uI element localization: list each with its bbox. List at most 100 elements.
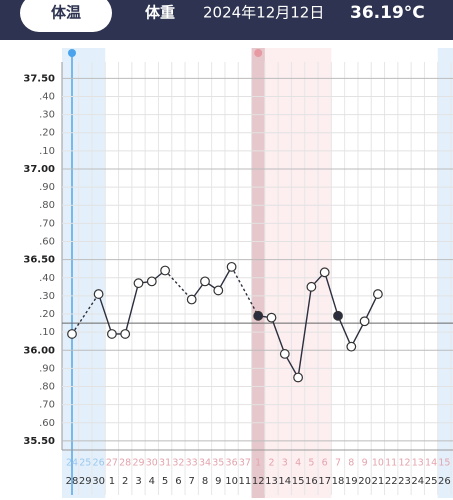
y-tick-label: 36.00 <box>23 345 55 356</box>
cycle-day-label: 34 <box>199 458 211 469</box>
connector <box>363 293 379 322</box>
cycle-day-label: 8 <box>348 458 354 469</box>
cycle-day-label: 26 <box>93 458 105 469</box>
cycle-day-label: 1 <box>255 458 261 469</box>
data-point <box>293 372 304 383</box>
y-tick-label: .70 <box>39 400 55 411</box>
connector <box>97 293 113 335</box>
cycle-day-label: 28 <box>119 458 131 469</box>
x-tick-label: 10 <box>225 476 238 487</box>
data-point <box>359 316 370 327</box>
data-point <box>146 276 157 287</box>
tab-selected[interactable] <box>20 0 112 32</box>
connector <box>270 317 286 355</box>
y-tick-label: 35.50 <box>23 436 55 447</box>
x-tick-label: 19 <box>345 476 358 487</box>
data-point <box>319 267 330 278</box>
cycle-day-label: 9 <box>362 458 368 469</box>
cycle-day-label: 14 <box>425 458 437 469</box>
cycle-day-label: 12 <box>398 458 410 469</box>
data-point <box>226 261 237 272</box>
cycle-day-label: 30 <box>146 458 158 469</box>
x-tick-label: 8 <box>202 476 208 487</box>
x-tick-label: 22 <box>385 476 398 487</box>
x-tick-label: 29 <box>79 476 92 487</box>
data-point <box>346 341 357 352</box>
connector <box>230 266 259 317</box>
y-tick-label: .90 <box>39 363 55 374</box>
temperature: 36.19°C <box>350 3 425 23</box>
data-point <box>160 265 171 276</box>
cycle-day-label: 4 <box>295 458 301 469</box>
connector <box>124 283 140 335</box>
cycle-day-label: 5 <box>308 458 314 469</box>
x-tick-label: 6 <box>175 476 181 487</box>
x-tick-label: 23 <box>398 476 411 487</box>
cycle-day-label: 25 <box>79 458 91 469</box>
y-tick-label: 37.00 <box>23 164 55 175</box>
y-tick-label: .60 <box>39 236 55 247</box>
connector <box>337 315 352 347</box>
next-band <box>437 48 453 498</box>
cycle-day-label: 37 <box>239 458 251 469</box>
data-point <box>133 278 144 289</box>
cycle-day-label: 3 <box>282 458 288 469</box>
y-tick-label: .60 <box>39 418 55 429</box>
data-point <box>213 285 224 296</box>
x-tick-label: 21 <box>372 476 385 487</box>
x-tick-label: 30 <box>92 476 105 487</box>
x-tick-label: 7 <box>189 476 195 487</box>
data-point <box>120 329 131 339</box>
cycle-day-label: 27 <box>106 458 118 469</box>
data-point <box>253 310 264 321</box>
x-tick-label: 5 <box>162 476 168 487</box>
x-tick-label: 9 <box>215 476 221 487</box>
follicular-band <box>62 48 106 498</box>
data-point <box>333 310 343 321</box>
cycle-day-label: 10 <box>372 458 384 469</box>
x-tick-label: 3 <box>135 476 141 487</box>
x-tick-label: 12 <box>252 476 265 487</box>
x-tick-label: 24 <box>411 476 424 487</box>
x-tick-label: 15 <box>292 476 305 487</box>
x-tick-label: 4 <box>149 476 155 487</box>
x-tick-label: 13 <box>265 476 278 487</box>
data-point <box>186 294 197 305</box>
cycle-day-label: 24 <box>66 458 78 469</box>
y-tick-label: .40 <box>39 273 55 284</box>
y-tick-label: .80 <box>39 200 55 211</box>
tab[interactable]: 体重 <box>145 4 175 22</box>
x-tick-label: 1 <box>109 476 115 487</box>
cycle-day-label: 33 <box>186 458 198 469</box>
data-point <box>306 281 317 292</box>
tab[interactable]: 体温 <box>51 4 81 22</box>
backgrounds <box>61 48 453 498</box>
cycle-day-label: 35 <box>212 458 224 469</box>
x-tick-label: 20 <box>358 476 371 487</box>
cycle-day-label: 32 <box>172 458 184 469</box>
data-point <box>93 289 104 299</box>
y-tick-label: .80 <box>39 382 55 393</box>
cycle-day-label: 7 <box>335 458 341 469</box>
cycle-day-label: 36 <box>226 458 238 469</box>
connector <box>324 272 339 317</box>
y-tick-label: 36.50 <box>23 255 55 266</box>
cycle-day-label: 6 <box>322 458 328 469</box>
y-tick-label: .10 <box>39 146 55 157</box>
cycle-day-label: 29 <box>132 458 144 469</box>
data-point <box>373 289 383 299</box>
y-tick-label: .20 <box>39 128 55 139</box>
data-point <box>266 312 277 323</box>
x-tick-label: 14 <box>278 476 291 487</box>
cycle-day-label: 13 <box>412 458 424 469</box>
x-tick-label: 11 <box>239 476 252 487</box>
plot: 37.50 .40 .30 .20 .10 37.00 .90 .80 .70 .60 36.50.… <box>23 73 453 487</box>
y-tick-label: .90 <box>39 182 55 193</box>
ovulation-dot <box>254 49 263 57</box>
y-tick-label: .20 <box>39 309 55 320</box>
y-tick-label: .10 <box>39 327 55 338</box>
connector <box>297 286 313 378</box>
x-tick-label: 18 <box>332 476 345 487</box>
